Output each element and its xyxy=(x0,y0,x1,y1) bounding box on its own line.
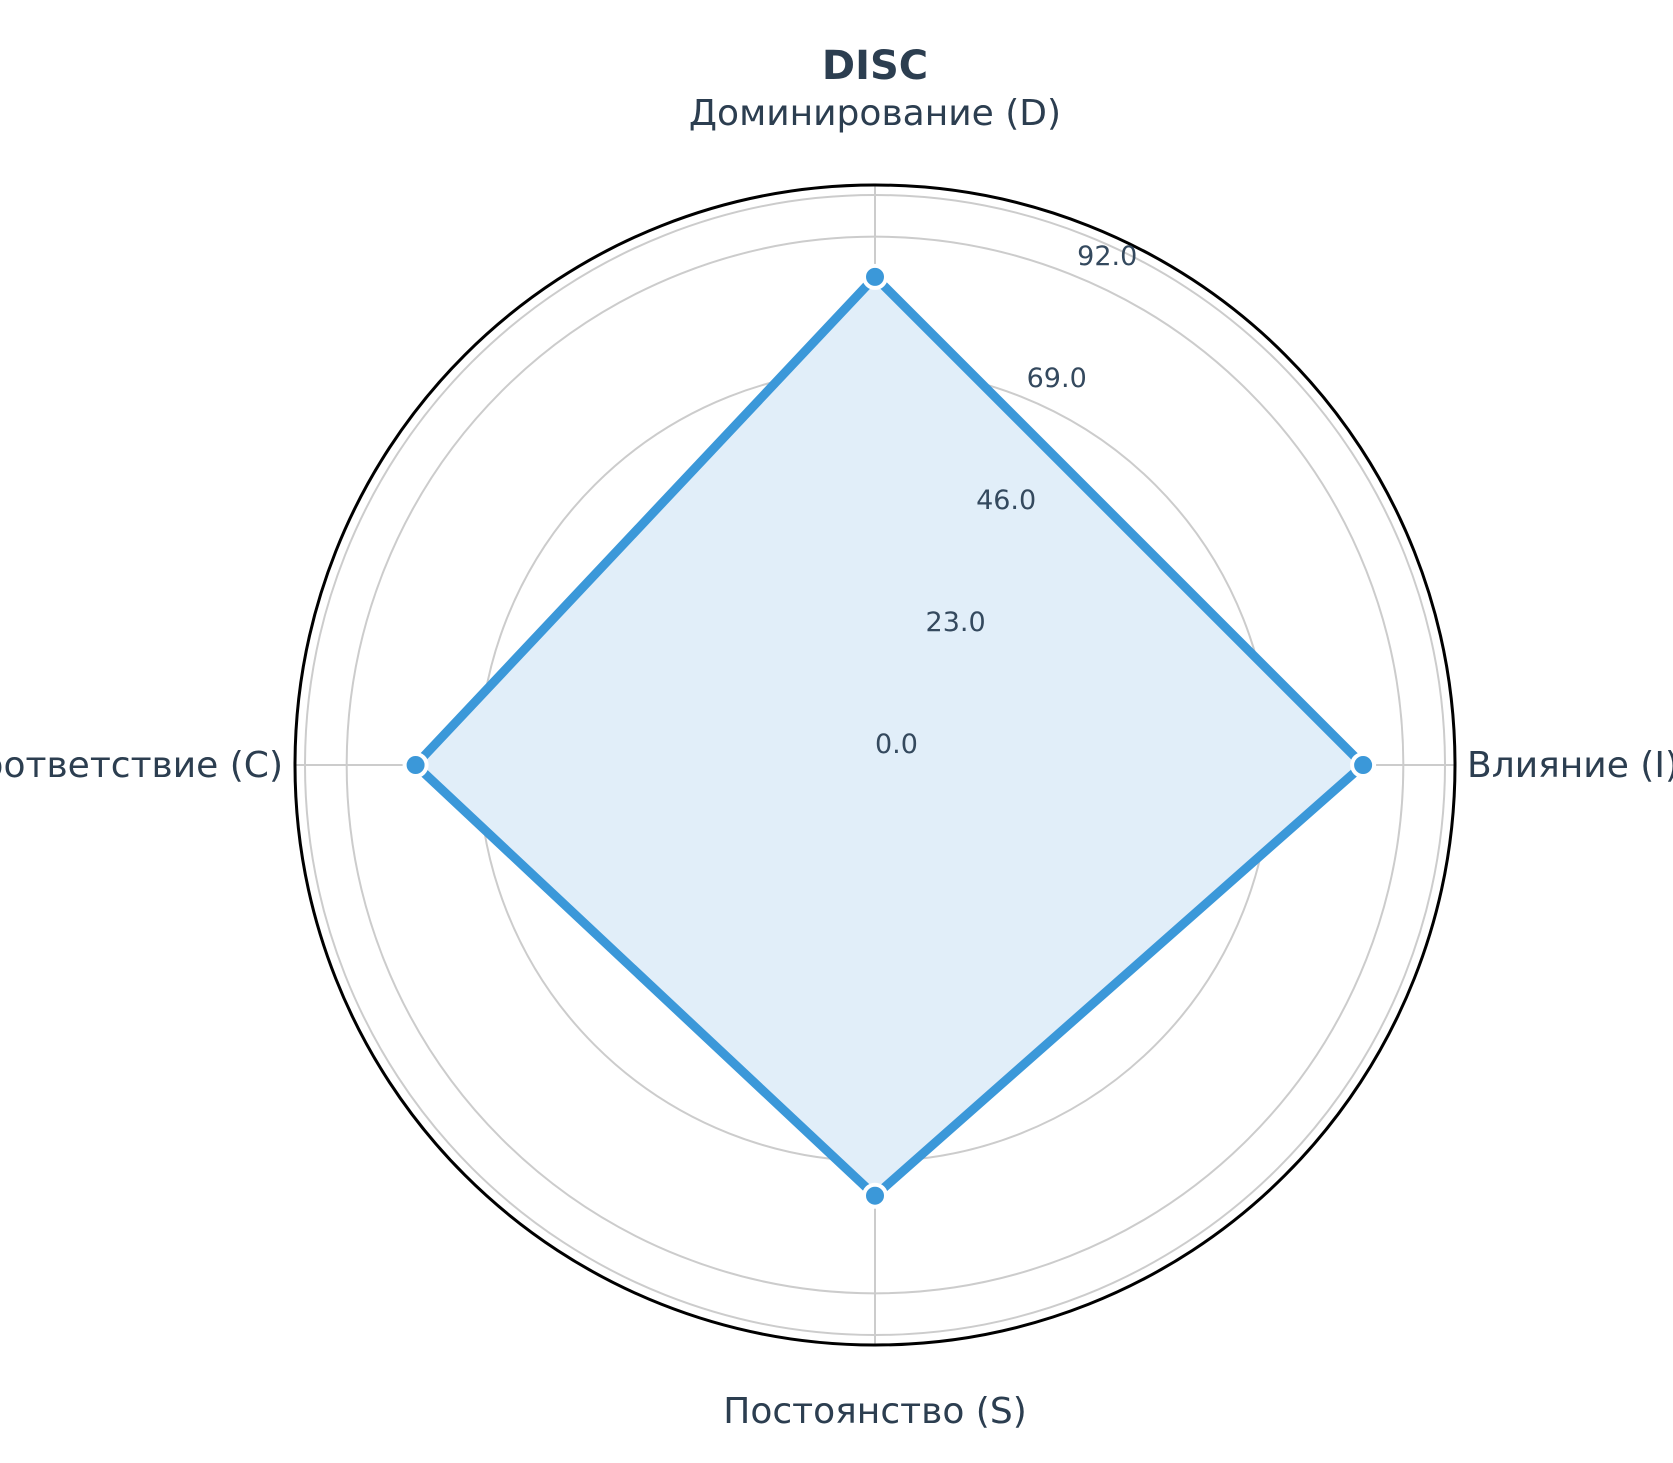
radial-tick-label: 69.0 xyxy=(1027,363,1087,394)
radar-series xyxy=(402,263,1377,1209)
category-label: Доминирование (D) xyxy=(689,93,1061,134)
data-point xyxy=(862,263,888,290)
data-point xyxy=(862,1182,888,1209)
series-area xyxy=(415,276,1364,1196)
data-point xyxy=(402,752,429,778)
category-label: Постоянство (S) xyxy=(723,1391,1026,1432)
radial-tick-label: 92.0 xyxy=(1077,241,1137,272)
category-label: Влияние (I) xyxy=(1467,745,1673,786)
radial-tick-label: 46.0 xyxy=(976,485,1036,516)
radial-tick-label: 23.0 xyxy=(926,607,986,638)
data-point xyxy=(1350,752,1377,778)
axis-labels: 0.0 23.0 46.0 69.0 92.0 Доминирование (D) Влия… xyxy=(0,93,1673,1432)
chart-title: DISC xyxy=(822,43,928,89)
polar-frame xyxy=(293,183,1457,1347)
radial-tick-label: 0.0 xyxy=(875,729,918,760)
category-label: Соответствие (C) xyxy=(0,745,283,786)
